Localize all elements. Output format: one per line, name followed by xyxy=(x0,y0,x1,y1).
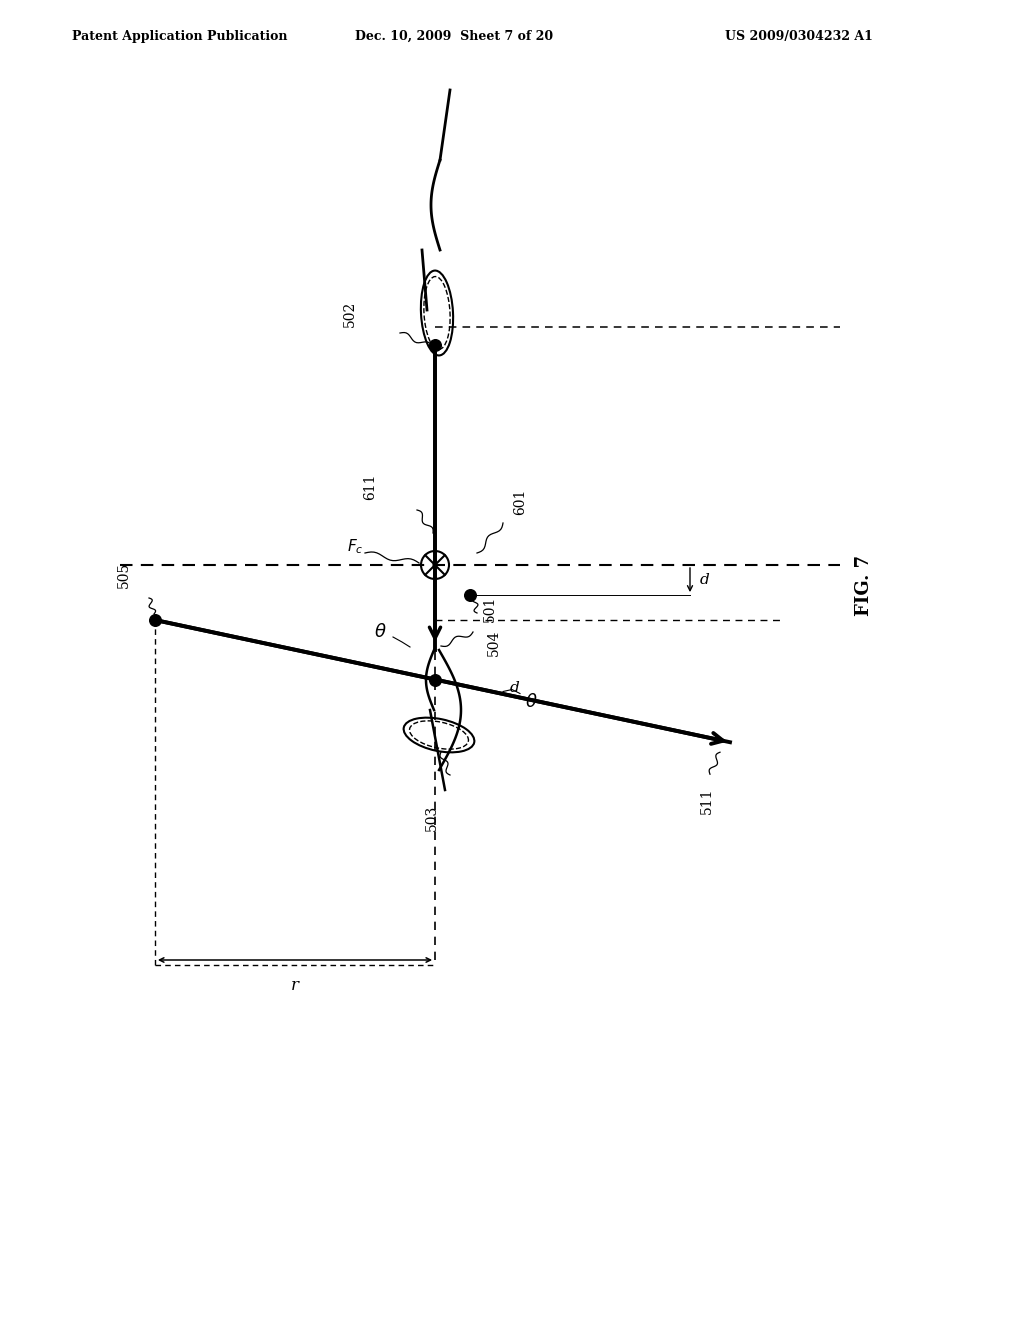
Text: Patent Application Publication: Patent Application Publication xyxy=(72,30,288,44)
Point xyxy=(462,585,478,606)
Text: $F_c$: $F_c$ xyxy=(346,537,362,556)
Text: d: d xyxy=(700,573,710,587)
Point xyxy=(427,334,443,355)
Text: d: d xyxy=(510,681,520,696)
Text: $\theta$: $\theta$ xyxy=(374,623,386,642)
Text: r: r xyxy=(291,977,299,994)
Text: 502: 502 xyxy=(343,301,357,327)
Text: 501: 501 xyxy=(483,595,497,622)
Text: 511: 511 xyxy=(700,787,714,813)
Text: 601: 601 xyxy=(513,488,527,515)
Text: Dec. 10, 2009  Sheet 7 of 20: Dec. 10, 2009 Sheet 7 of 20 xyxy=(355,30,553,44)
Point xyxy=(427,669,443,690)
Text: 611: 611 xyxy=(362,474,377,500)
Text: 505: 505 xyxy=(117,562,131,587)
Text: US 2009/0304232 A1: US 2009/0304232 A1 xyxy=(725,30,872,44)
Text: FIG. 7: FIG. 7 xyxy=(855,554,873,615)
Text: $\theta$: $\theta$ xyxy=(525,693,538,710)
Point xyxy=(146,610,163,631)
Text: 504: 504 xyxy=(487,630,501,656)
Text: 503: 503 xyxy=(425,805,439,832)
